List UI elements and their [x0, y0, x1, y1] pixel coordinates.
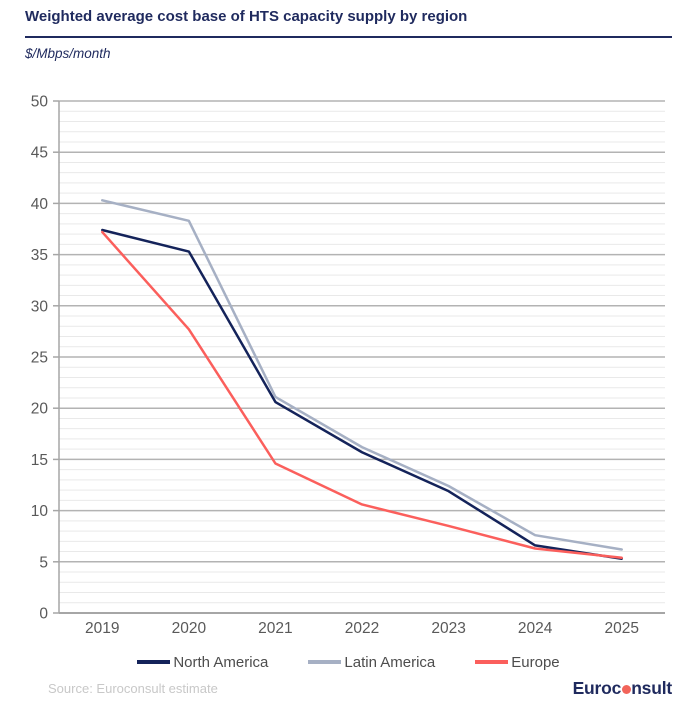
series-line-latin-america — [101, 199, 623, 551]
y-tick-label-10: 10 — [31, 503, 49, 520]
legend-item-latin-america: Latin America — [308, 654, 435, 671]
legend-swatch-europe — [475, 660, 509, 664]
series-line-north-america — [101, 228, 623, 560]
y-tick-label-15: 15 — [31, 452, 48, 469]
y-tick-label-0: 0 — [39, 606, 48, 623]
legend-swatch-north-america — [137, 660, 171, 664]
title-divider — [25, 36, 672, 38]
legend-item-north-america: North America — [137, 654, 268, 671]
y-tick-label-25: 25 — [31, 350, 48, 367]
y-tick-label-40: 40 — [31, 196, 49, 213]
legend-swatch-latin-america — [308, 660, 342, 664]
x-tick-label-2019: 2019 — [85, 620, 119, 637]
x-tick-label-2024: 2024 — [518, 620, 553, 637]
y-tick-label-30: 30 — [31, 298, 49, 315]
legend-label-north-america: North America — [173, 653, 269, 671]
y-tick-label-20: 20 — [31, 401, 49, 418]
y-tick-label-5: 5 — [39, 554, 48, 571]
euroconsult-logo: Euroc nsult — [572, 678, 673, 699]
y-tick-label-35: 35 — [31, 247, 48, 264]
series-line-europe — [101, 230, 623, 559]
logo-red-dot-icon — [621, 684, 631, 694]
source-note: Source: Euroconsult estimate — [48, 681, 218, 696]
logo-text-left: Euroc — [572, 678, 622, 698]
chart-title: Weighted average cost base of HTS capaci… — [25, 8, 468, 25]
legend-label-europe: Europe — [511, 653, 560, 671]
chart-legend: North America Latin America Europe — [0, 651, 697, 673]
y-tick-label-45: 45 — [31, 145, 48, 162]
legend-item-europe: Europe — [475, 653, 560, 671]
x-tick-label-2023: 2023 — [431, 620, 465, 637]
x-tick-label-2025: 2025 — [604, 620, 638, 637]
logo-text-right: nsult — [631, 678, 672, 698]
legend-label-latin-america: Latin America — [344, 653, 436, 671]
x-tick-label-2021: 2021 — [258, 620, 292, 637]
y-axis-unit-label: $/Mbps/month — [25, 46, 111, 61]
x-tick-label-2020: 2020 — [172, 620, 207, 637]
y-tick-label-50: 50 — [31, 94, 49, 111]
x-tick-label-2022: 2022 — [345, 620, 379, 637]
